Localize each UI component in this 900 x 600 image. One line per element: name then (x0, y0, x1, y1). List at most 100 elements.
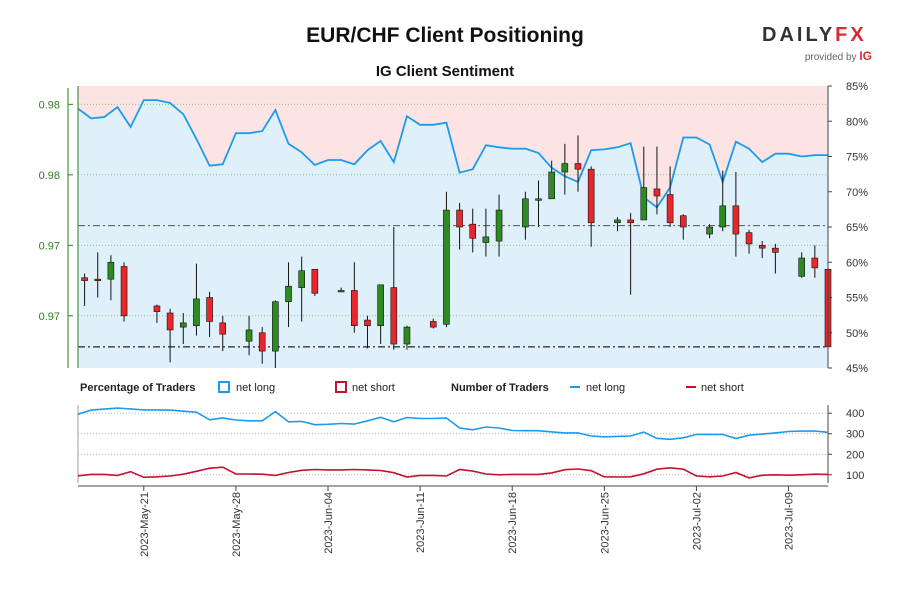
candle-body (495, 209, 503, 242)
candle-body (120, 266, 128, 317)
price-panel: 0.98 0.98 0.97 0.97 85% 80% 75% 70% 65% 60% 55% 50%… (39, 81, 869, 375)
legend-net-long-pct: net long (236, 382, 275, 394)
candle (811, 245, 819, 278)
candle-body (614, 219, 621, 224)
candle-body (522, 198, 529, 228)
candle (627, 212, 634, 295)
candle (351, 262, 358, 333)
candle-body (443, 209, 450, 325)
left-tick-label: 0.98 (39, 170, 60, 182)
candle (377, 284, 384, 345)
candle (561, 143, 569, 195)
candle (403, 325, 411, 350)
candle (548, 160, 555, 200)
traders-short-line (77, 466, 829, 479)
candle-body (311, 268, 319, 294)
candle (495, 194, 503, 257)
right-tick-label: 75% (846, 152, 868, 164)
small-tick-label: 100 (846, 470, 864, 482)
candle (535, 180, 542, 227)
candle-body (193, 298, 200, 327)
chart-title: EUR/CHF Client Positioning (306, 24, 584, 47)
right-tick-label: 55% (846, 293, 868, 305)
candle-body (206, 297, 213, 322)
candle (258, 327, 266, 364)
candle-body (535, 198, 542, 201)
legend-net-long-count: net long (586, 382, 625, 394)
candle (219, 315, 227, 352)
legend-net-short-count: net short (701, 382, 744, 394)
candle (469, 208, 477, 253)
x-axis: 2023-May-21 2023-May-28 2023-Jun-04 2023-Ju… (78, 485, 828, 557)
candle-body (258, 332, 266, 352)
candle-body (732, 205, 740, 235)
candle (522, 191, 529, 240)
candle (640, 146, 648, 221)
candle (311, 268, 319, 297)
candle (272, 300, 279, 368)
legend: Percentage of Traders net long net short… (80, 381, 744, 394)
candle (179, 313, 187, 345)
candle (719, 170, 727, 232)
traders-panel: 400 300 200 100 (77, 405, 864, 483)
chart-subtitle: IG Client Sentiment (375, 63, 515, 80)
candle-body (351, 290, 358, 327)
x-tick-label: 2023-May-28 (231, 492, 243, 557)
right-tick-label: 80% (846, 116, 868, 128)
legend-percentage-label: Percentage of Traders (80, 382, 196, 394)
candle (574, 135, 582, 192)
x-tick-label: 2023-Jun-04 (323, 492, 335, 554)
candle-body (653, 188, 661, 197)
candle (653, 146, 661, 215)
candle-body (390, 287, 398, 345)
candle (166, 308, 174, 363)
x-tick-label: 2023-Jun-25 (599, 492, 611, 554)
candle (666, 166, 674, 227)
candle-body (337, 290, 345, 293)
candle-body (166, 312, 174, 331)
x-tick-label: 2023-Jul-09 (784, 492, 796, 550)
candle (364, 315, 371, 349)
x-tick-label: 2023-Jun-18 (507, 492, 519, 554)
x-tick-label: 2023-Jul-02 (691, 492, 703, 550)
candle (706, 224, 713, 239)
candle (81, 273, 88, 306)
candle (120, 262, 128, 322)
small-tick-label: 300 (846, 429, 864, 441)
candle-body (403, 326, 411, 345)
left-tick-label: 0.97 (39, 240, 60, 252)
candle-body (772, 247, 779, 253)
logo-provided-by: provided by IG (804, 49, 872, 63)
candle (482, 208, 490, 257)
legend-short-square (335, 381, 347, 393)
candle-body (219, 322, 227, 335)
legend-net-short-pct: net short (352, 382, 395, 394)
candle (298, 256, 305, 322)
candle (94, 252, 102, 298)
x-tick-label: 2023-Jun-11 (415, 492, 427, 553)
dailyfx-logo: DAILYFX provided by IG (762, 24, 872, 63)
long-shade (78, 100, 828, 368)
candle-body (364, 319, 371, 326)
small-tick-label: 400 (846, 408, 864, 420)
candle-body (456, 209, 463, 228)
left-tick-label: 0.97 (39, 311, 60, 323)
logo-wordmark: DAILYFX (762, 24, 867, 46)
candle (732, 172, 740, 257)
candle (193, 263, 200, 336)
candle-body (811, 257, 819, 269)
candle (772, 243, 779, 274)
candle-body (640, 187, 648, 221)
candle-body (469, 223, 477, 239)
x-tick-label: 2023-May-21 (139, 492, 151, 557)
candle-body (482, 236, 490, 243)
candle (107, 255, 115, 301)
candle (245, 315, 253, 356)
candle (456, 203, 463, 250)
legend-number-label: Number of Traders (451, 382, 549, 394)
traders-long-line (77, 407, 829, 441)
candle-body (245, 329, 253, 342)
left-tick-label: 0.98 (39, 99, 60, 111)
candle (443, 191, 450, 328)
candle (390, 227, 398, 350)
